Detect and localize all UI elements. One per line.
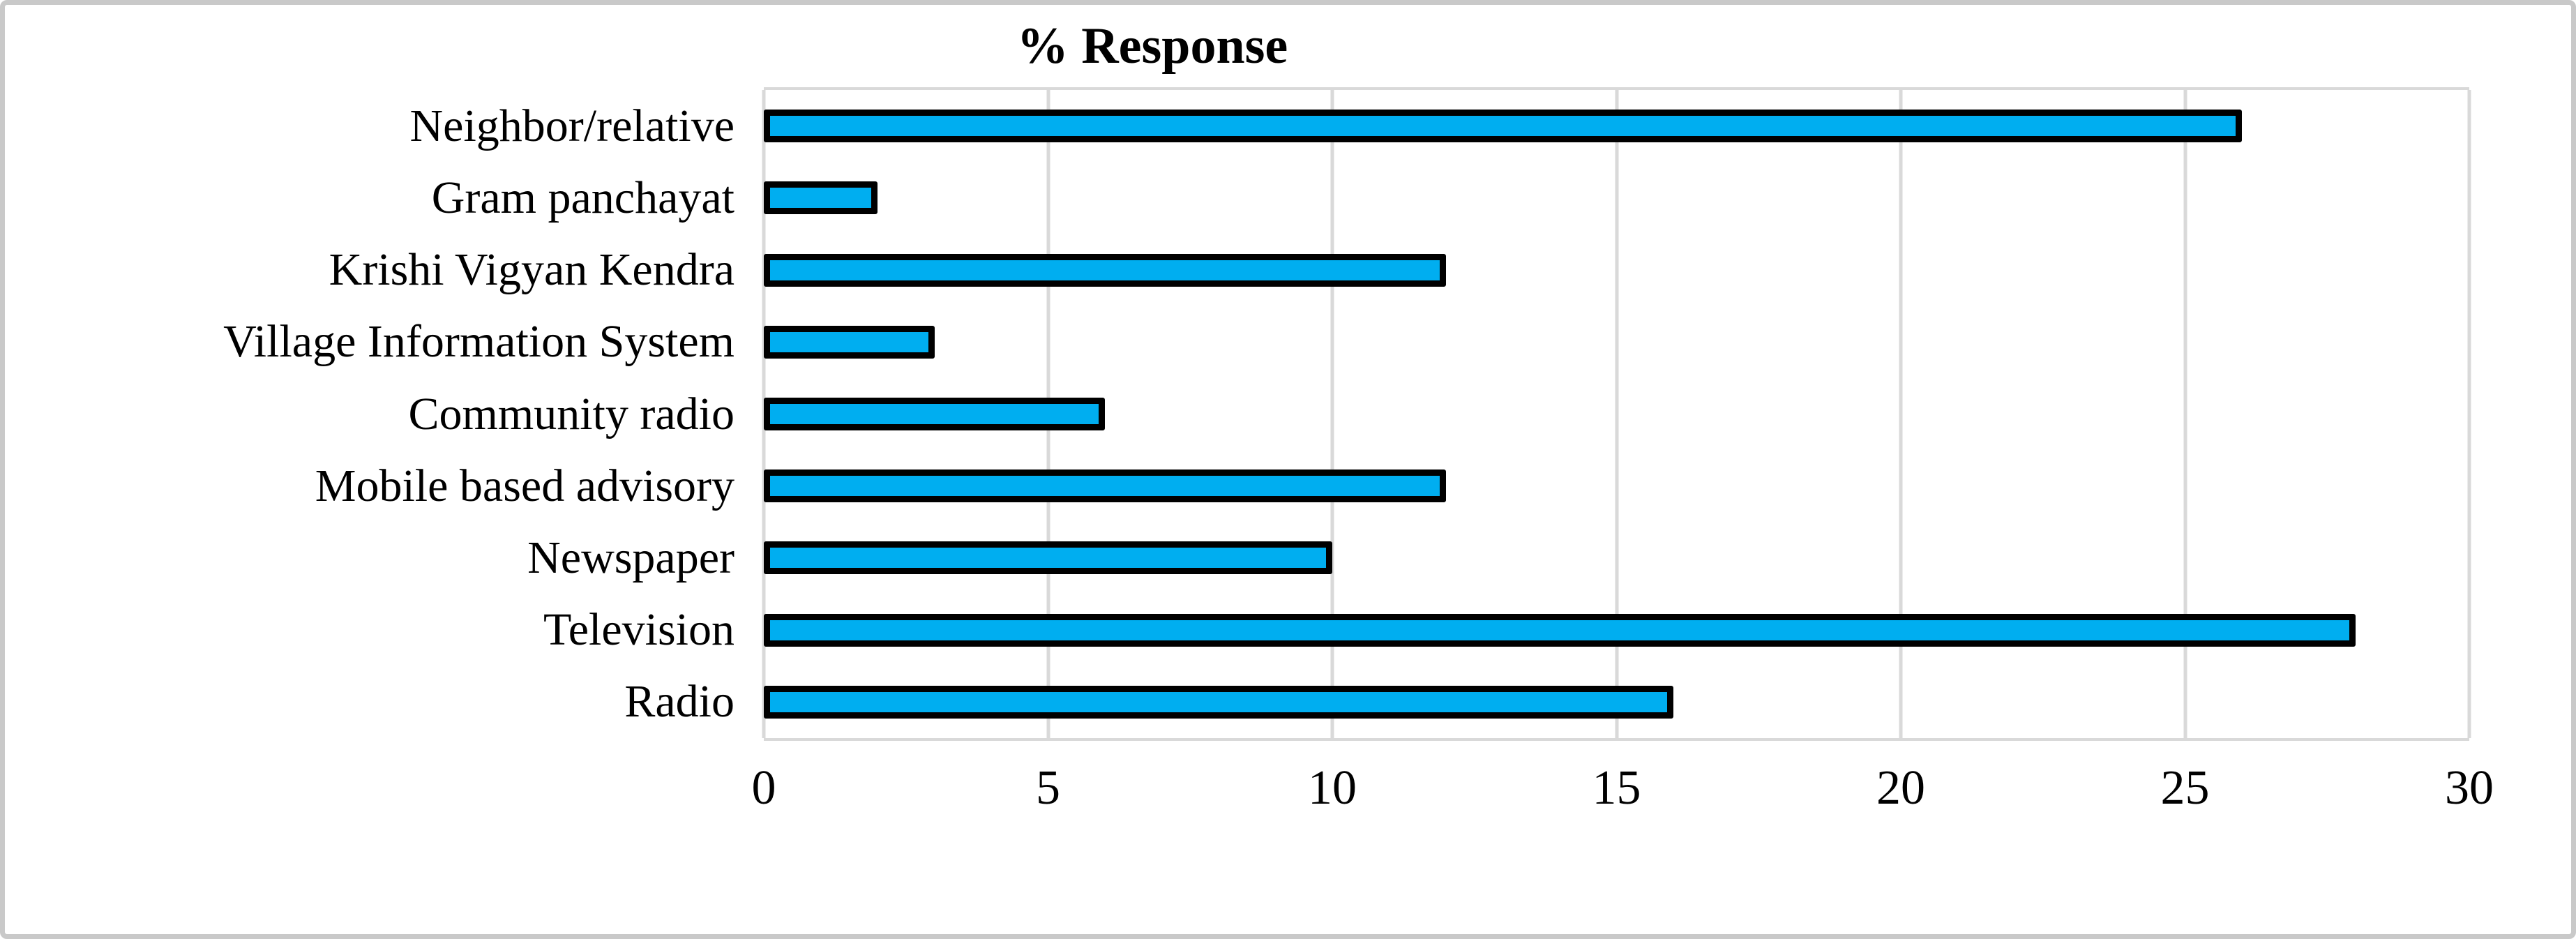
gridline-x-25 — [2183, 90, 2187, 738]
plot-area — [762, 87, 2471, 741]
bar-7 — [764, 541, 1332, 575]
category-label-4: Village Information System — [223, 316, 735, 368]
bar-3 — [764, 253, 1446, 287]
gridline-x-20 — [1899, 90, 1903, 738]
bar-2 — [764, 181, 878, 215]
bar-8 — [764, 613, 2356, 647]
gridline-x-10 — [1330, 90, 1334, 738]
x-tick-label-15: 15 — [1592, 761, 1641, 815]
x-tick-label-10: 10 — [1308, 761, 1357, 815]
chart-title: % Response — [1016, 17, 1288, 75]
gridline-x-30 — [2467, 90, 2471, 738]
gridline-x-15 — [1615, 90, 1618, 738]
x-tick-label-0: 0 — [751, 761, 776, 815]
bar-5 — [764, 398, 1105, 430]
bar-4 — [764, 325, 935, 359]
category-label-7: Newspaper — [527, 532, 735, 583]
x-tick-label-30: 30 — [2445, 761, 2494, 815]
category-label-2: Gram panchayat — [431, 172, 735, 223]
category-label-1: Neighbor/relative — [409, 100, 735, 151]
x-tick-label-20: 20 — [1876, 761, 1925, 815]
category-label-6: Mobile based advisory — [315, 460, 735, 511]
category-label-3: Krishi Vigyan Kendra — [329, 244, 735, 296]
category-label-8: Television — [543, 604, 735, 656]
category-label-9: Radio — [624, 676, 735, 728]
x-tick-label-25: 25 — [2160, 761, 2210, 815]
bar-6 — [764, 470, 1446, 503]
bar-1 — [764, 110, 2242, 143]
category-label-5: Community radio — [408, 388, 735, 440]
x-tick-label-5: 5 — [1036, 761, 1060, 815]
bar-9 — [764, 685, 1673, 719]
